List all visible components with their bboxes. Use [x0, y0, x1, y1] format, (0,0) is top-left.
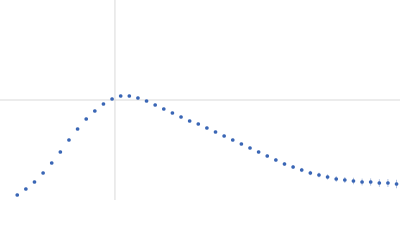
- point: [343, 178, 347, 182]
- point: [282, 162, 287, 166]
- point: [144, 99, 149, 103]
- point: [317, 173, 321, 177]
- point: [101, 102, 106, 106]
- point: [196, 122, 201, 126]
- point: [265, 154, 270, 158]
- point: [118, 94, 123, 98]
- point: [24, 187, 28, 191]
- point: [84, 117, 89, 121]
- point: [161, 107, 166, 111]
- point: [187, 119, 192, 123]
- point: [256, 150, 261, 154]
- point: [41, 171, 45, 175]
- point: [136, 96, 140, 100]
- point: [394, 182, 399, 186]
- point: [351, 179, 356, 183]
- point: [67, 138, 71, 142]
- point: [153, 103, 157, 107]
- point: [274, 158, 278, 162]
- point: [170, 111, 175, 115]
- point: [93, 109, 97, 113]
- point: [110, 97, 114, 101]
- point: [15, 193, 20, 197]
- point: [32, 180, 37, 184]
- point: [205, 126, 209, 130]
- point: [368, 180, 373, 184]
- point: [377, 181, 382, 185]
- point: [325, 175, 330, 179]
- chart: [0, 0, 400, 200]
- point: [299, 168, 304, 172]
- point: [58, 150, 63, 154]
- point: [386, 181, 390, 185]
- point: [127, 94, 132, 98]
- point: [49, 161, 54, 165]
- point: [308, 171, 313, 175]
- point: [360, 180, 364, 184]
- point: [213, 130, 218, 134]
- point: [334, 177, 339, 181]
- point: [179, 115, 183, 119]
- point: [291, 165, 295, 169]
- point: [75, 127, 80, 131]
- point: [239, 142, 244, 146]
- point: [248, 146, 252, 150]
- point: [230, 138, 235, 142]
- point: [222, 134, 226, 138]
